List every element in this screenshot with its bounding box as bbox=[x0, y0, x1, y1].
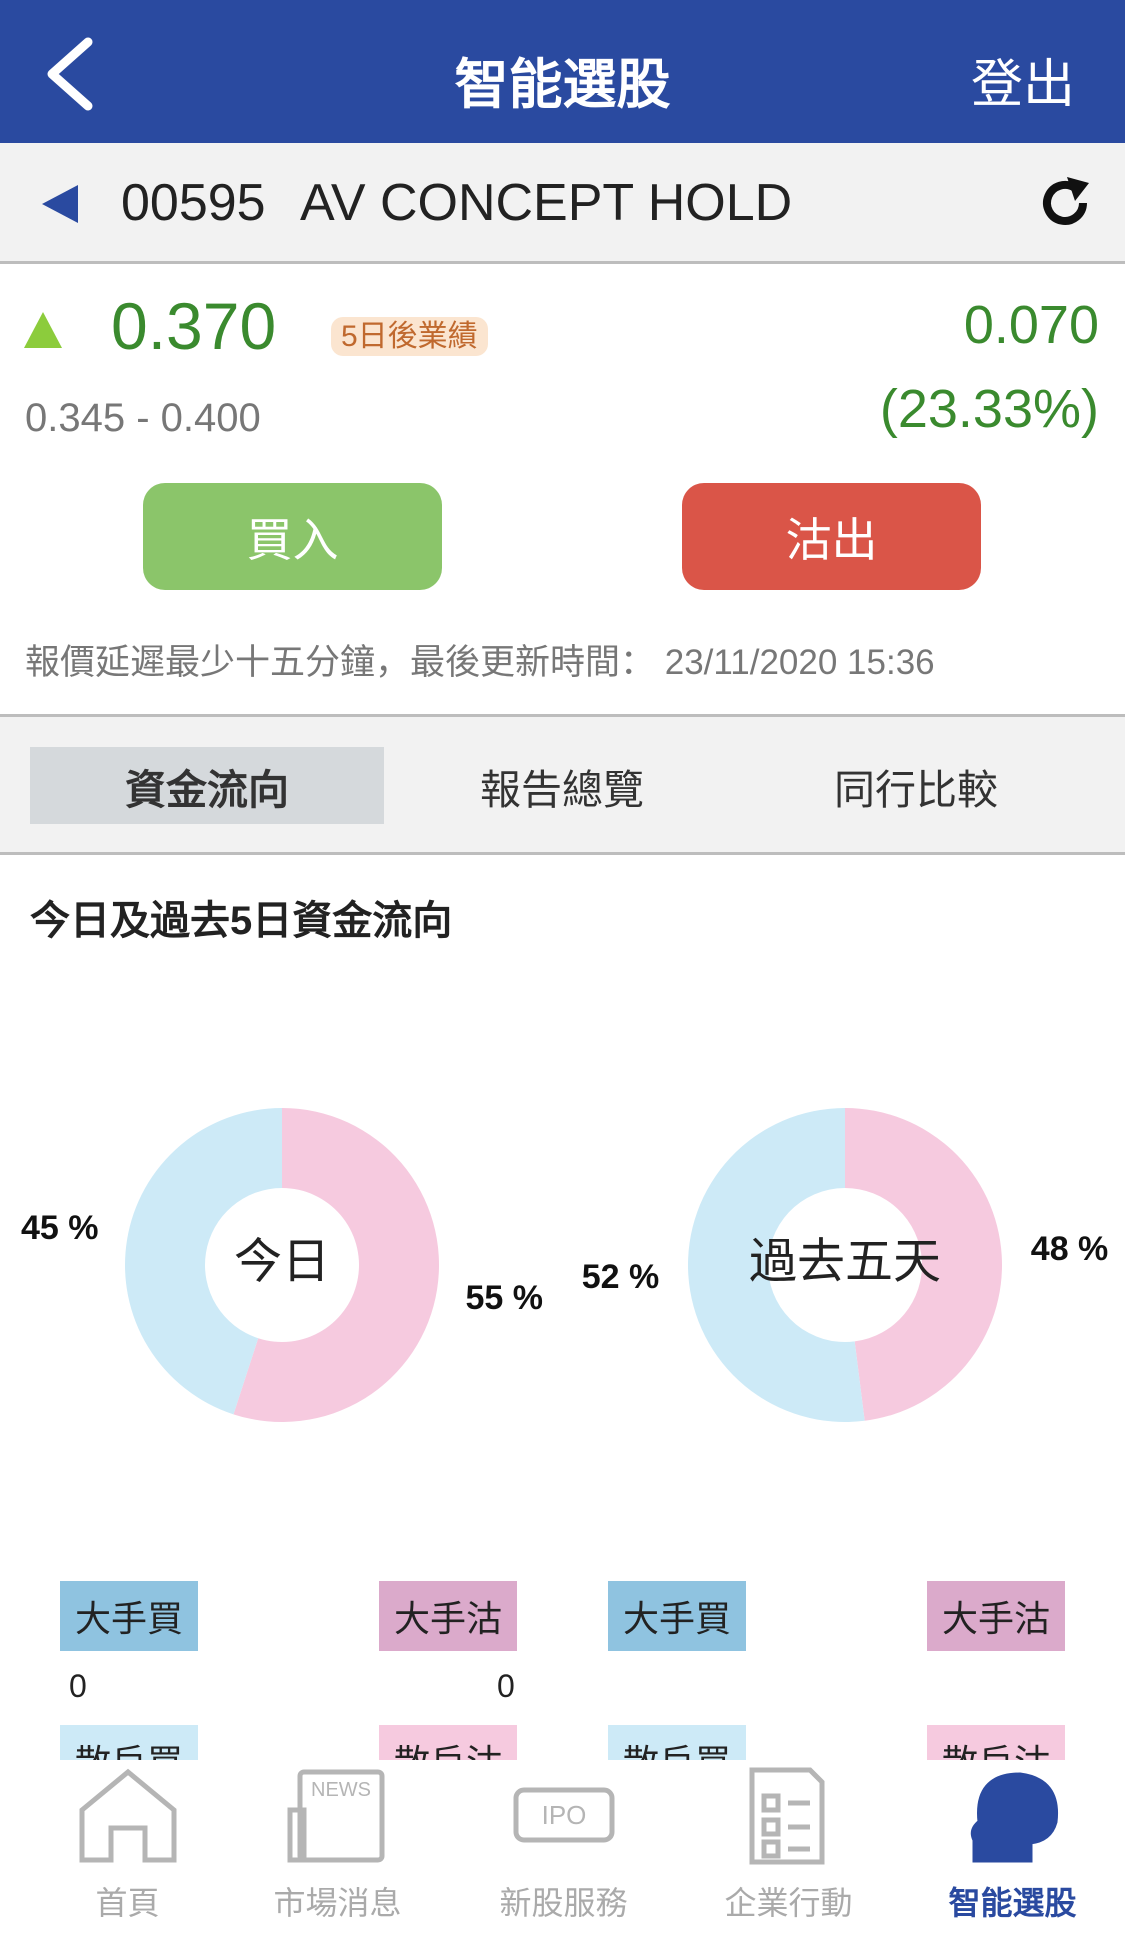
section-title: 今日及過去5日資金流向 bbox=[30, 899, 453, 943]
nav-icons: NEWS IPO bbox=[79, 1767, 1059, 1865]
flow-label: 大手沽 bbox=[927, 1581, 1065, 1651]
buy-button[interactable]: 買入 bbox=[143, 483, 442, 590]
flow-label: 大手買 bbox=[60, 1581, 198, 1651]
range: 0.345 - 0.400 bbox=[25, 396, 261, 440]
nav-item[interactable]: 市場消息 bbox=[273, 1885, 402, 1921]
notice-text: 報價延遲最少十五分鐘，最後更新時間： bbox=[25, 643, 656, 682]
tab[interactable]: 同行比較 bbox=[834, 766, 998, 813]
tabs: 資金流向 報告總覽 同行比較 bbox=[0, 714, 1125, 855]
tab[interactable]: 資金流向 bbox=[30, 747, 384, 824]
nav-item[interactable]: 智能選股 bbox=[948, 1885, 1077, 1921]
svg-text:NEWS: NEWS bbox=[311, 1779, 371, 1801]
sell-button[interactable]: 沽出 bbox=[682, 483, 981, 590]
flow-value: 0 bbox=[69, 1668, 87, 1704]
charts: 55 % 45 % 今日 48 % 52 % 過去五天 bbox=[21, 1108, 1109, 1422]
header-title: 智能選股 bbox=[454, 55, 671, 115]
back-button[interactable] bbox=[40, 36, 100, 112]
notice: 報價延遲最少十五分鐘，最後更新時間： 23/11/2020 15:36 bbox=[25, 634, 935, 685]
price: 0.370 bbox=[111, 289, 277, 363]
update-time: 23/11/2020 15:36 bbox=[664, 643, 935, 682]
stock-code: 00595 bbox=[121, 174, 266, 232]
stock-bar: 00595 AV CONCEPT HOLD bbox=[0, 143, 1125, 264]
pie-slice bbox=[845, 1108, 1002, 1421]
header: 智能選股 登出 bbox=[0, 0, 1125, 143]
flow-label: 大手沽 bbox=[379, 1581, 517, 1651]
slice-label: 55 % bbox=[465, 1279, 543, 1317]
flow-value: 0 bbox=[497, 1668, 515, 1704]
pie-slice bbox=[233, 1108, 440, 1422]
chart-title: 過去五天 bbox=[749, 1236, 941, 1289]
up-arrow bbox=[24, 312, 62, 348]
chart-title: 今日 bbox=[234, 1236, 330, 1289]
refresh-button[interactable] bbox=[1035, 173, 1095, 233]
svg-text:IPO: IPO bbox=[542, 1800, 587, 1830]
change-percent: (23.33%) bbox=[879, 379, 1099, 439]
slice-label: 52 % bbox=[582, 1258, 660, 1296]
tab[interactable]: 報告總覽 bbox=[480, 766, 644, 813]
pie-slice bbox=[687, 1108, 865, 1422]
nav-item[interactable]: 企業行動 bbox=[724, 1885, 853, 1921]
flow-label: 大手買 bbox=[608, 1581, 746, 1651]
badge: 5日後業績 bbox=[331, 317, 488, 356]
prev-stock[interactable] bbox=[40, 183, 80, 225]
slice-label: 45 % bbox=[21, 1209, 99, 1247]
logout-button[interactable]: 登出 bbox=[971, 56, 1076, 114]
nav-item[interactable]: 首頁 bbox=[95, 1885, 160, 1921]
slice-label: 48 % bbox=[1031, 1230, 1109, 1268]
stock-name: AV CONCEPT HOLD bbox=[300, 174, 793, 232]
bottom-nav: NEWS IPO 首頁 市場消息 新股服務 企業行動 智能選股 bbox=[0, 1760, 1125, 1937]
change: 0.070 bbox=[963, 295, 1099, 355]
pie-slice bbox=[125, 1108, 282, 1415]
nav-item[interactable]: 新股服務 bbox=[499, 1885, 628, 1921]
